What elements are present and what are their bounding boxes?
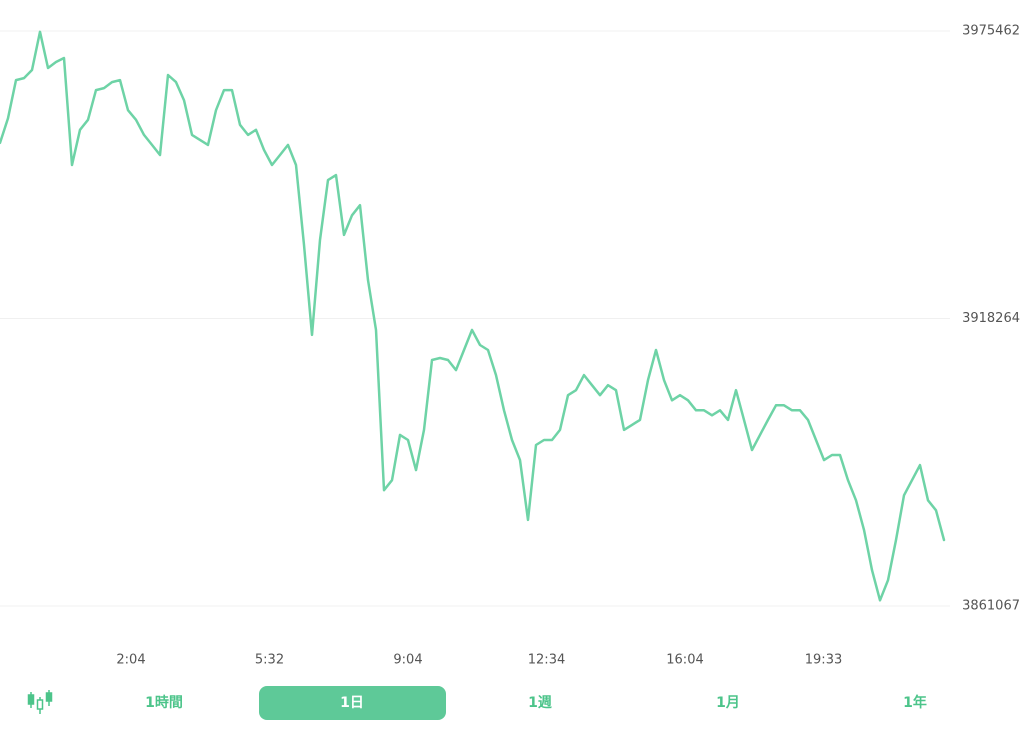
active-range-button[interactable] xyxy=(259,686,446,720)
price-line xyxy=(0,30,946,602)
range-button[interactable]: 1月 xyxy=(716,695,740,711)
range-button[interactable]: 1日 xyxy=(340,695,364,711)
y-tick-label: 3861067 xyxy=(962,599,1020,614)
candlestick-icon[interactable] xyxy=(27,690,53,714)
x-tick-label: 2:04 xyxy=(116,653,145,668)
range-button[interactable]: 1年 xyxy=(903,694,927,711)
x-tick-label: 12:34 xyxy=(528,653,565,668)
x-tick-label: 5:32 xyxy=(255,653,284,668)
y-tick-label: 3918264 xyxy=(962,311,1020,326)
range-button[interactable]: 1週 xyxy=(528,695,552,711)
x-tick-label: 16:04 xyxy=(666,653,703,668)
range-button[interactable]: 1時間 xyxy=(145,694,183,711)
x-tick-label: 9:04 xyxy=(393,653,422,668)
x-tick-label: 19:33 xyxy=(805,653,842,668)
y-tick-label: 3975462 xyxy=(962,24,1020,39)
